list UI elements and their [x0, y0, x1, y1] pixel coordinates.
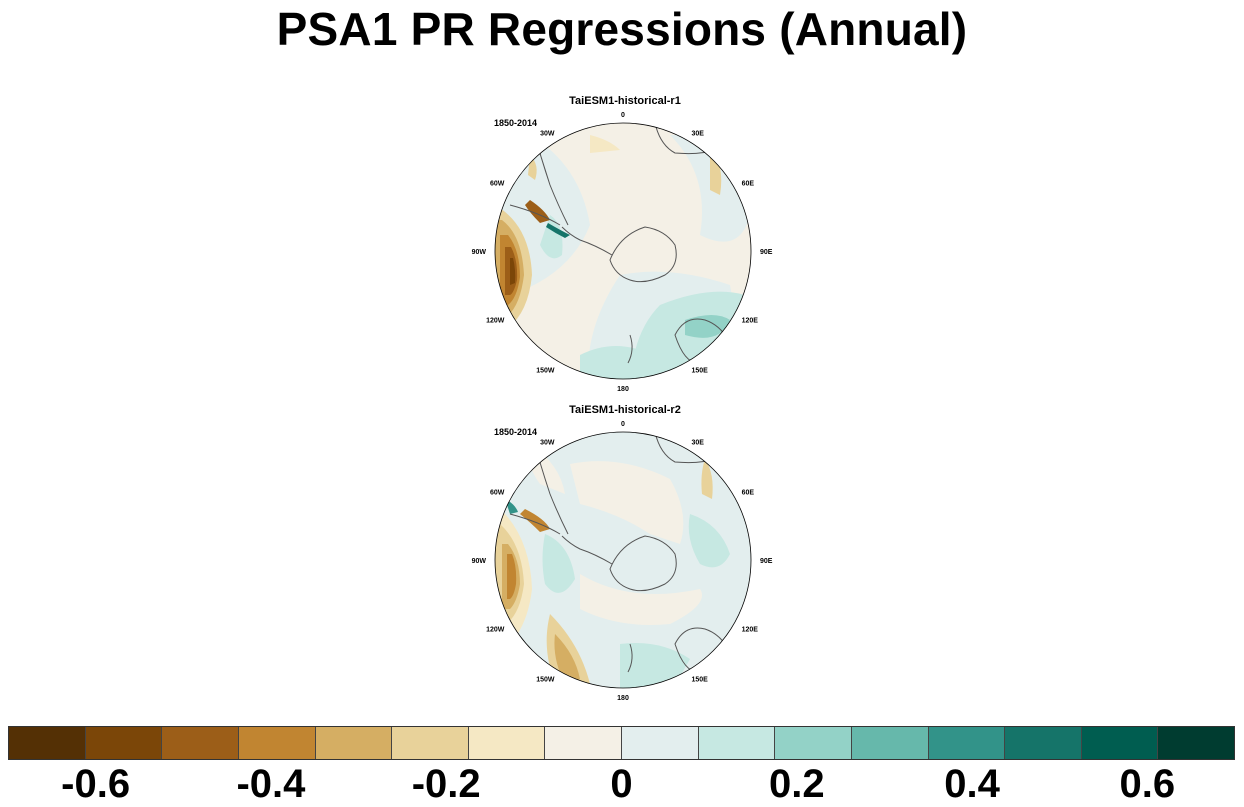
colorbar-tick-label: 0.6 — [1119, 762, 1176, 806]
longitude-label: 30E — [692, 439, 705, 446]
longitude-label: 180 — [617, 695, 629, 702]
colorbar-tick-label: -0.4 — [236, 762, 306, 806]
map-panel-r2: TaiESM1-historical-r2 1850-2014 — [470, 404, 780, 704]
longitude-label: 90E — [760, 249, 773, 256]
colorbar-tick-label: 0.4 — [944, 762, 1000, 806]
longitude-label: 150E — [692, 368, 709, 375]
longitude-label: 150W — [536, 677, 555, 684]
longitude-label: 60E — [742, 490, 755, 497]
longitude-label: 150W — [536, 368, 555, 375]
colorbar-swatch — [775, 727, 852, 759]
polar-map-r2: 0 30E 60E 90E 120E 150E 180 150W 120W 90W 60W 30W — [472, 421, 773, 702]
colorbar-swatch — [238, 727, 316, 759]
longitude-label: 90W — [472, 558, 487, 565]
colorbar-swatch — [851, 727, 929, 759]
figure-title: PSA1 PR Regressions (Annual) — [276, 3, 968, 55]
longitude-label: 120W — [486, 318, 505, 325]
longitude-label: 120E — [742, 627, 759, 634]
longitude-label: 30W — [540, 130, 555, 137]
colorbar-tick-label: 0.2 — [768, 762, 825, 806]
panel-title: TaiESM1-historical-r1 — [569, 95, 681, 107]
map-panel-r1: TaiESM1-historical-r1 1850-2014 — [470, 95, 780, 395]
longitude-label: 30E — [692, 130, 705, 137]
colorbar-swatch — [392, 727, 469, 759]
colorbar — [8, 726, 1235, 760]
colorbar-swatch — [468, 727, 546, 759]
longitude-label: 60W — [490, 181, 505, 188]
colorbar-swatch — [162, 727, 239, 759]
longitude-label: 150E — [692, 677, 709, 684]
colorbar-swatch — [1081, 727, 1159, 759]
colorbar-swatch — [315, 727, 393, 759]
longitude-label: 30W — [540, 439, 555, 446]
colorbar-swatch — [9, 727, 86, 759]
colorbar-tick-label: -0.2 — [411, 762, 481, 806]
colorbar-swatch — [1158, 727, 1234, 759]
longitude-label: 120E — [742, 318, 759, 325]
colorbar-tick-label: 0 — [610, 762, 633, 806]
longitude-label: 0 — [621, 421, 625, 428]
period-label: 1850-2014 — [494, 427, 538, 437]
colorbar-swatch — [928, 727, 1006, 759]
longitude-label: 90E — [760, 558, 773, 565]
colorbar-swatch — [622, 727, 699, 759]
longitude-label: 0 — [621, 112, 625, 119]
colorbar-swatch — [1005, 727, 1082, 759]
longitude-label: 60E — [742, 181, 755, 188]
polar-map-r1: 0 30E 60E 90E 120E 150E 180 150W 120W 90W 60W 30W — [472, 112, 773, 393]
colorbar-labels: -0.6 -0.4 -0.2 0 0.2 0.4 0.6 — [8, 762, 1235, 807]
longitude-label: 60W — [490, 490, 505, 497]
colorbar-tick-label: -0.6 — [61, 762, 131, 806]
panel-title: TaiESM1-historical-r2 — [569, 404, 681, 416]
longitude-label: 120W — [486, 627, 505, 634]
colorbar-swatch — [545, 727, 622, 759]
colorbar-swatch — [698, 727, 776, 759]
longitude-label: 90W — [472, 249, 487, 256]
colorbar-swatch — [85, 727, 163, 759]
longitude-label: 180 — [617, 386, 629, 393]
period-label: 1850-2014 — [494, 118, 538, 128]
